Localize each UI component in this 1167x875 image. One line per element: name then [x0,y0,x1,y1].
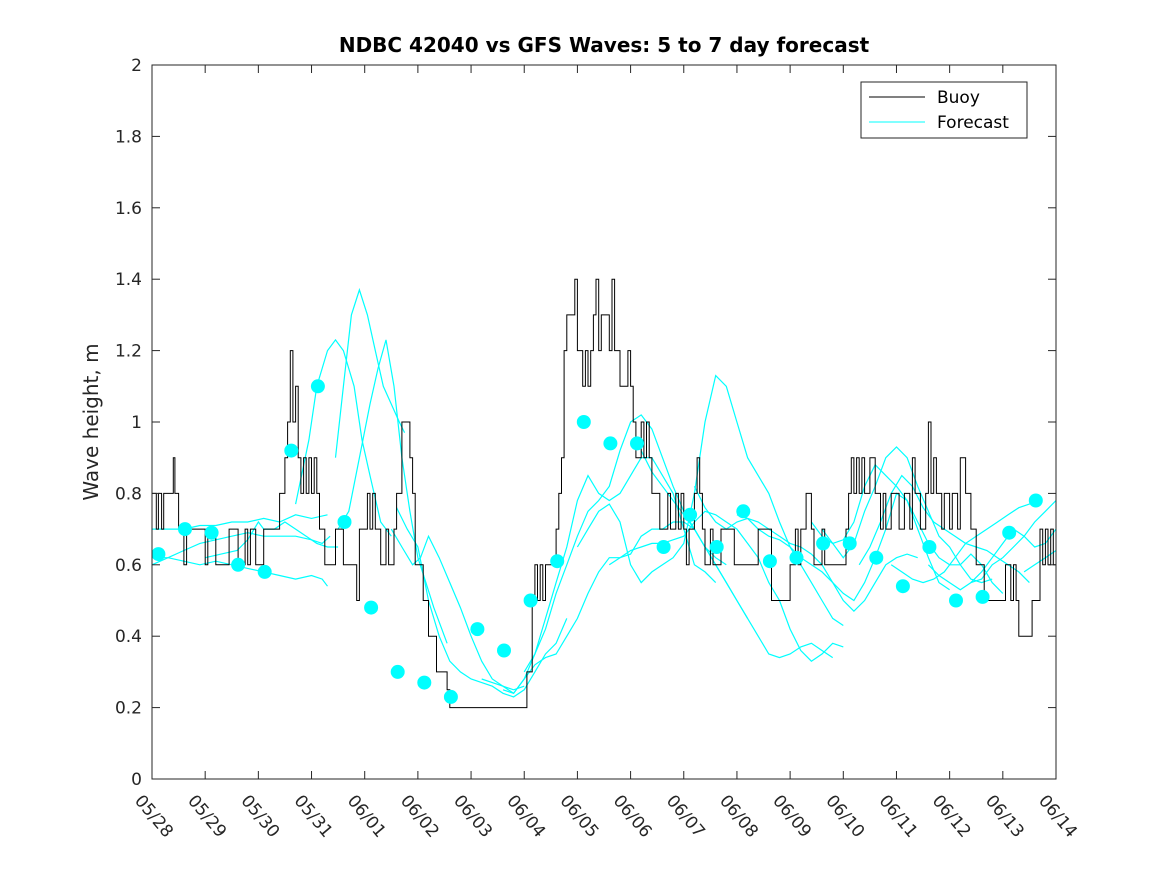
forecast-marker [257,564,272,579]
forecast-marker [152,547,166,562]
y-tick-label: 0.4 [115,627,142,647]
forecast-marker [497,643,511,658]
y-tick-label: 1.4 [115,270,142,290]
forecast-marker [1028,493,1043,508]
forecast-line [927,528,1056,591]
forecast-marker [603,436,618,451]
forecast-markers [152,379,1043,704]
forecast-marker [842,536,857,551]
y-tick-label: 0.8 [115,484,142,504]
y-tick-label: 0.6 [115,556,142,576]
forecast-marker [284,443,299,458]
forecast-marker [337,515,352,529]
forecast-marker [523,593,538,608]
forecast-line [337,339,448,644]
forecast-marker [310,379,325,394]
forecast-marker [364,600,379,615]
forecast-marker [390,664,405,679]
forecast-marker [709,540,724,554]
forecast-marker [204,525,219,540]
forecast-marker [816,536,831,551]
forecast-line [693,486,918,613]
y-tick-label: 1.2 [115,342,142,362]
forecast-line [295,338,392,537]
forecast-marker [1002,525,1017,540]
forecast-marker [736,504,751,519]
legend-buoy-label: Buoy [937,88,980,108]
forecast-marker [949,593,963,608]
forecast-line [396,507,568,698]
forecast-marker [895,579,910,594]
forecast-marker [683,507,698,522]
forecast-marker [762,554,777,569]
forecast-marker [550,554,565,569]
forecast-marker [789,550,804,565]
y-tick-label: 0.2 [115,699,142,719]
forecast-marker [630,436,644,451]
forecast-line [736,492,950,602]
y-tick-label: 2 [131,56,142,76]
forecast-series [152,287,1056,698]
forecast-marker [470,622,485,637]
legend-box [860,81,1028,139]
y-tick-label: 1.8 [115,127,142,147]
axes-background [152,65,1056,779]
forecast-line [608,510,844,662]
forecast-marker [922,540,937,554]
legend: Buoy Forecast [860,81,1028,139]
forecast-marker [975,589,990,604]
forecast-marker [443,689,458,704]
forecast-marker [576,415,591,429]
forecast-line [890,499,1041,584]
buoy-line [152,278,1056,709]
forecast-marker [231,557,246,572]
y-axis-label: Wave height, m [79,343,103,500]
legend-forecast-label: Forecast [937,113,1009,133]
y-tick-label: 1 [131,413,142,433]
forecast-line [810,463,1004,594]
forecast-line [970,499,1056,584]
forecast-line [640,450,834,659]
buoy-series [152,278,1056,709]
forecast-marker [417,675,432,690]
y-tick-label: 1.6 [115,199,142,219]
forecast-marker [869,550,884,565]
forecast-marker [656,540,671,554]
y-axis: 0 0.2 0.4 0.6 0.8 1 1.2 1.4 1.6 1.8 2 [115,56,1056,790]
y-tick-label: 0 [131,770,142,790]
plot-area: 00.20.40.60.811.21.41.61.82 05/28 05/29 05… [115,56,1081,842]
forecast-marker [178,522,192,537]
forecast-line [334,287,406,458]
chart-title: NDBC 42040 vs GFS Waves: 5 to 7 day fore… [339,33,870,57]
